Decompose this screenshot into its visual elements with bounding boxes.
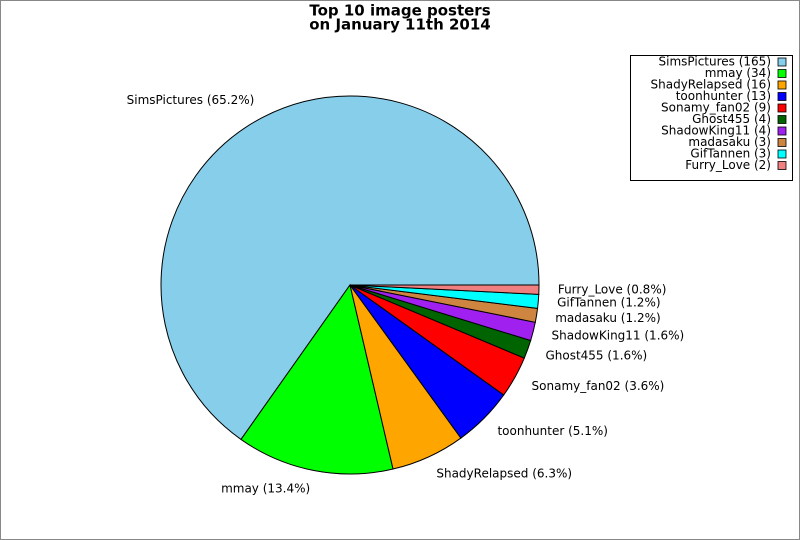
chart-title: on January 11th 2014 (309, 16, 490, 34)
slice-label: GifTannen (1.2%) (557, 296, 660, 310)
legend-box (630, 55, 793, 181)
slice-label: madasaku (1.2%) (555, 311, 660, 325)
slice-label: mmay (13.4%) (221, 482, 310, 496)
slice-label: Ghost455 (1.6%) (545, 348, 647, 362)
legend-label: ShadyRelapsed (16) (651, 78, 771, 92)
slice-label: ShadowKing11 (1.6%) (552, 329, 685, 343)
legend-swatch (777, 69, 787, 78)
pie-slice (160, 95, 540, 441)
legend-swatch (777, 92, 787, 101)
pie-slice (240, 283, 394, 475)
slice-label: toonhunter (5.1%) (497, 424, 607, 438)
slice-label: ShadyRelapsed (6.3%) (436, 467, 572, 481)
legend-label: Furry_Love (2) (685, 158, 771, 172)
slice-label: Furry_Love (0.8%) (558, 283, 667, 297)
legend-label: mmay (34) (705, 66, 771, 80)
legend-swatch (777, 80, 787, 90)
legend-label: Ghost455 (4) (692, 112, 771, 126)
legend-swatch (777, 115, 787, 124)
legend-label: Sonamy_fan02 (9) (661, 101, 771, 115)
legend-swatch (777, 149, 787, 159)
chart-title: Top 10 image posters (309, 2, 490, 20)
slice-label: SimsPictures (65.2%) (127, 93, 255, 107)
legend-label: GifTannen (3) (690, 147, 771, 161)
legend-swatch (777, 57, 787, 67)
legend-label: ShadowKing11 (4) (661, 124, 771, 138)
legend-label: SimsPictures (165) (659, 55, 772, 69)
legend-label: toonhunter (13) (676, 89, 771, 103)
legend-label: madasaku (3) (688, 135, 771, 149)
legend-swatch (777, 126, 787, 136)
pie-slice (349, 284, 540, 295)
legend-swatch (777, 161, 787, 170)
legend-swatch (777, 138, 787, 147)
legend-swatch (777, 103, 787, 113)
slice-label: Sonamy_fan02 (3.6%) (532, 379, 665, 393)
